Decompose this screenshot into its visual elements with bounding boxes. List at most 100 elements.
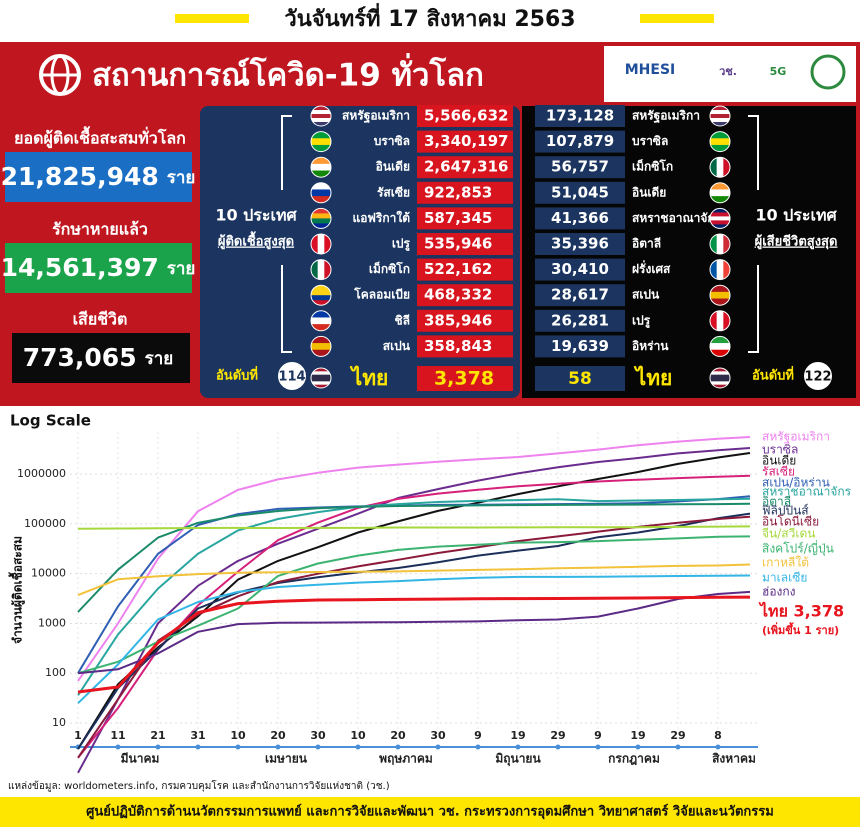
- series-line: [77, 474, 751, 759]
- flag-stripe: [311, 170, 331, 178]
- country-name: อิตาลี: [632, 237, 661, 251]
- flag-stripe: [723, 310, 730, 331]
- flag-stripe: [710, 208, 730, 213]
- month-label: มีนาคม: [121, 752, 160, 766]
- country-name: แอฟริกาใต้: [352, 210, 410, 225]
- value-box: [535, 335, 625, 358]
- case-value: 3,340,197: [424, 132, 508, 150]
- x-tick-label: 9: [594, 729, 602, 742]
- series-line: [77, 535, 751, 675]
- case-value: 922,853: [424, 183, 492, 201]
- x-tick-label: 9: [474, 729, 482, 742]
- x-tick-label: 21: [150, 729, 165, 742]
- summary-unit: ราย: [167, 168, 196, 188]
- flag-stripe: [710, 259, 718, 280]
- summary-value: 773,065 ราย: [23, 343, 174, 372]
- y-tick-label: 100: [45, 666, 66, 679]
- tick-mark: [715, 744, 721, 750]
- summary-unit: ราย: [167, 259, 196, 279]
- flag-stripe: [716, 259, 724, 280]
- y-tick-label: 100000: [24, 517, 66, 530]
- bracket: [281, 115, 292, 353]
- y-tick-label: 1000: [38, 616, 66, 629]
- death-value: 28,617: [551, 286, 609, 304]
- flag-stripe: [311, 285, 331, 291]
- value-box: [417, 207, 513, 230]
- flag-stripe: [710, 118, 730, 123]
- tick-mark: [595, 744, 601, 750]
- rank-badge: [802, 360, 834, 392]
- flag-stripe: [311, 310, 331, 318]
- yellow-bar: [640, 14, 714, 23]
- y-tick-label: 10000: [31, 567, 66, 580]
- country-name: สหรัฐอเมริกา: [342, 109, 410, 124]
- x-tick-label: 11: [110, 729, 125, 742]
- death-value: 41,366: [551, 209, 609, 227]
- flag-rim: [310, 105, 332, 127]
- logo-text: 5G: [770, 65, 787, 78]
- value-box: [535, 309, 625, 332]
- series-label: รัสเซีย: [762, 465, 795, 479]
- flag-rim: [310, 182, 332, 204]
- summary-label: ยอดผู้ติดเชื้อสะสมทั่วโลก: [14, 126, 186, 150]
- scale-label: Log Scale: [10, 412, 91, 430]
- series-line: [77, 497, 751, 696]
- flag-stripe: [311, 182, 331, 190]
- flag-stripe: [710, 224, 730, 229]
- series-line: [77, 447, 751, 774]
- series-line: [77, 512, 751, 750]
- flag-stripe: [710, 157, 718, 178]
- flag-stripe: [716, 310, 724, 331]
- flag-stripe: [311, 218, 331, 224]
- x-tick-label: 31: [190, 729, 205, 742]
- country-name: บราซิล: [374, 134, 410, 148]
- value-box: [535, 258, 625, 281]
- value-box: [417, 258, 513, 281]
- flag-stripe: [710, 298, 730, 306]
- country-name: รัสเซีย: [377, 185, 410, 199]
- summary-value: 21,825,948 ราย: [1, 162, 196, 191]
- summary-number: 14,561,397: [1, 253, 159, 282]
- flag-stripe: [311, 234, 319, 254]
- series-line: [77, 515, 751, 759]
- month-label: มิถุนายน: [495, 752, 541, 767]
- series-label: อินเดีย: [762, 454, 796, 468]
- value-box: [417, 156, 513, 179]
- country-name: เปรู: [392, 237, 411, 252]
- flag-stripe: [311, 122, 331, 126]
- series-label: ฮ่องกง: [762, 585, 796, 599]
- case-value: 587,345: [424, 209, 492, 227]
- rank: 114: [278, 370, 305, 385]
- thai-name: ไทย: [634, 365, 673, 390]
- flag-stripe: [723, 259, 730, 280]
- summary-box: [5, 243, 192, 293]
- flag-stripe: [311, 300, 331, 306]
- flag-stripe: [311, 381, 331, 386]
- value-box: [535, 181, 625, 204]
- x-tick-label: 10: [350, 729, 366, 742]
- value-box: [417, 284, 513, 307]
- country-name: ฝรั่งเศส: [632, 260, 671, 276]
- flag-stripe: [311, 196, 331, 203]
- series-label: สิงคโปร์/ญี่ปุ่น: [762, 540, 834, 557]
- flag-stripe: [710, 110, 730, 115]
- y-tick-label: 1000000: [17, 467, 66, 480]
- flag-stripe: [710, 381, 730, 386]
- value-box: [535, 156, 625, 179]
- flag-stripe: [311, 157, 331, 165]
- flag-stripe: [710, 234, 718, 254]
- tick-mark: [315, 744, 321, 750]
- value-box: [535, 130, 625, 153]
- value-box: [417, 233, 513, 255]
- series-label: สหรัฐอเมริกา: [762, 430, 830, 444]
- country-name: เปรู: [632, 313, 651, 328]
- source: แหล่งข้อมูล: worldometers.info, กรมควบคุ…: [8, 779, 390, 792]
- rank-label: อันดับที่: [216, 366, 258, 384]
- series-line: [77, 436, 751, 682]
- summary-label: รักษาหายแล้ว: [52, 220, 148, 239]
- thai-value: 3,378: [434, 368, 494, 390]
- flag-stripe: [710, 368, 730, 372]
- flag-rim: [709, 284, 731, 306]
- x-tick-label: 20: [390, 729, 406, 742]
- value-box: [417, 309, 513, 332]
